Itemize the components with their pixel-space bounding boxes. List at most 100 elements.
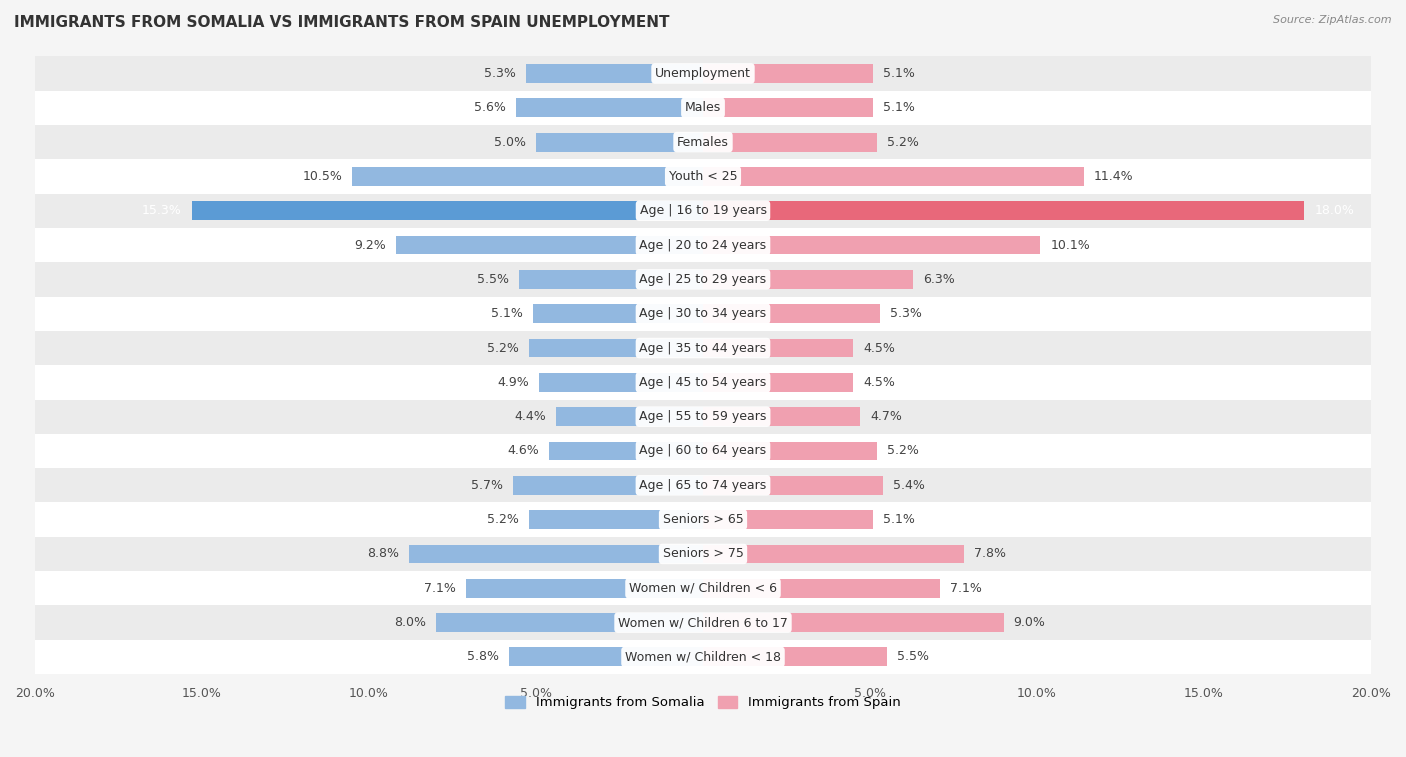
Text: 7.1%: 7.1%: [425, 582, 456, 595]
Bar: [536, 132, 703, 151]
Text: 15.3%: 15.3%: [142, 204, 181, 217]
Text: 10.1%: 10.1%: [1050, 238, 1090, 251]
Text: Women w/ Children < 6: Women w/ Children < 6: [628, 582, 778, 595]
Text: 5.2%: 5.2%: [887, 444, 918, 457]
Bar: [35, 56, 1371, 91]
Text: 4.4%: 4.4%: [515, 410, 546, 423]
Bar: [35, 91, 1371, 125]
Bar: [703, 270, 914, 289]
Text: Age | 55 to 59 years: Age | 55 to 59 years: [640, 410, 766, 423]
Bar: [703, 235, 1040, 254]
Text: 11.4%: 11.4%: [1094, 170, 1133, 183]
Bar: [555, 407, 703, 426]
Bar: [513, 476, 703, 495]
Text: Age | 35 to 44 years: Age | 35 to 44 years: [640, 341, 766, 354]
Text: 10.5%: 10.5%: [302, 170, 342, 183]
Text: 5.1%: 5.1%: [883, 101, 915, 114]
Text: 4.9%: 4.9%: [498, 375, 529, 389]
Bar: [703, 647, 887, 666]
Text: Females: Females: [678, 136, 728, 148]
Text: 7.1%: 7.1%: [950, 582, 981, 595]
Bar: [703, 579, 941, 598]
Bar: [529, 338, 703, 357]
Bar: [703, 338, 853, 357]
Bar: [516, 98, 703, 117]
Bar: [35, 159, 1371, 194]
Text: Age | 65 to 74 years: Age | 65 to 74 years: [640, 479, 766, 492]
Text: 5.1%: 5.1%: [491, 307, 523, 320]
Text: 4.6%: 4.6%: [508, 444, 540, 457]
Bar: [703, 304, 880, 323]
Text: 9.2%: 9.2%: [354, 238, 385, 251]
Bar: [703, 544, 963, 563]
Text: IMMIGRANTS FROM SOMALIA VS IMMIGRANTS FROM SPAIN UNEMPLOYMENT: IMMIGRANTS FROM SOMALIA VS IMMIGRANTS FR…: [14, 15, 669, 30]
Text: Youth < 25: Youth < 25: [669, 170, 737, 183]
Legend: Immigrants from Somalia, Immigrants from Spain: Immigrants from Somalia, Immigrants from…: [501, 690, 905, 715]
Bar: [703, 510, 873, 529]
Text: Seniors > 75: Seniors > 75: [662, 547, 744, 560]
Text: 5.1%: 5.1%: [883, 67, 915, 80]
Bar: [703, 132, 877, 151]
Text: 4.7%: 4.7%: [870, 410, 901, 423]
Text: 5.3%: 5.3%: [890, 307, 922, 320]
Text: 4.5%: 4.5%: [863, 375, 896, 389]
Bar: [540, 373, 703, 392]
Bar: [509, 647, 703, 666]
Bar: [529, 510, 703, 529]
Bar: [35, 571, 1371, 606]
Text: Age | 60 to 64 years: Age | 60 to 64 years: [640, 444, 766, 457]
Text: Age | 16 to 19 years: Age | 16 to 19 years: [640, 204, 766, 217]
Bar: [703, 201, 1305, 220]
Text: 5.0%: 5.0%: [494, 136, 526, 148]
Text: 5.1%: 5.1%: [883, 513, 915, 526]
Text: 9.0%: 9.0%: [1014, 616, 1046, 629]
Text: 5.6%: 5.6%: [474, 101, 506, 114]
Text: 5.8%: 5.8%: [467, 650, 499, 663]
Text: 5.2%: 5.2%: [887, 136, 918, 148]
Bar: [519, 270, 703, 289]
Bar: [703, 476, 883, 495]
Text: 4.5%: 4.5%: [863, 341, 896, 354]
Bar: [353, 167, 703, 186]
Bar: [703, 167, 1084, 186]
Bar: [703, 407, 860, 426]
Bar: [703, 441, 877, 460]
Text: 5.4%: 5.4%: [893, 479, 925, 492]
Text: 5.3%: 5.3%: [484, 67, 516, 80]
Bar: [35, 606, 1371, 640]
Bar: [35, 434, 1371, 468]
Bar: [35, 262, 1371, 297]
Bar: [35, 297, 1371, 331]
Bar: [703, 98, 873, 117]
Bar: [35, 400, 1371, 434]
Bar: [193, 201, 703, 220]
Text: 18.0%: 18.0%: [1315, 204, 1354, 217]
Bar: [703, 64, 873, 83]
Text: 6.3%: 6.3%: [924, 273, 955, 286]
Text: Age | 30 to 34 years: Age | 30 to 34 years: [640, 307, 766, 320]
Bar: [409, 544, 703, 563]
Text: 7.8%: 7.8%: [973, 547, 1005, 560]
Text: Source: ZipAtlas.com: Source: ZipAtlas.com: [1274, 15, 1392, 25]
Text: 5.5%: 5.5%: [897, 650, 929, 663]
Text: 5.7%: 5.7%: [471, 479, 502, 492]
Text: 8.8%: 8.8%: [367, 547, 399, 560]
Text: Seniors > 65: Seniors > 65: [662, 513, 744, 526]
Text: 5.2%: 5.2%: [488, 341, 519, 354]
Bar: [35, 503, 1371, 537]
Text: 5.2%: 5.2%: [488, 513, 519, 526]
Text: 8.0%: 8.0%: [394, 616, 426, 629]
Bar: [35, 125, 1371, 159]
Bar: [35, 365, 1371, 400]
Bar: [35, 537, 1371, 571]
Bar: [35, 228, 1371, 262]
Bar: [550, 441, 703, 460]
Bar: [35, 640, 1371, 674]
Bar: [526, 64, 703, 83]
Text: Women w/ Children 6 to 17: Women w/ Children 6 to 17: [619, 616, 787, 629]
Bar: [533, 304, 703, 323]
Bar: [35, 331, 1371, 365]
Text: Age | 25 to 29 years: Age | 25 to 29 years: [640, 273, 766, 286]
Text: Women w/ Children < 18: Women w/ Children < 18: [626, 650, 780, 663]
Bar: [436, 613, 703, 632]
